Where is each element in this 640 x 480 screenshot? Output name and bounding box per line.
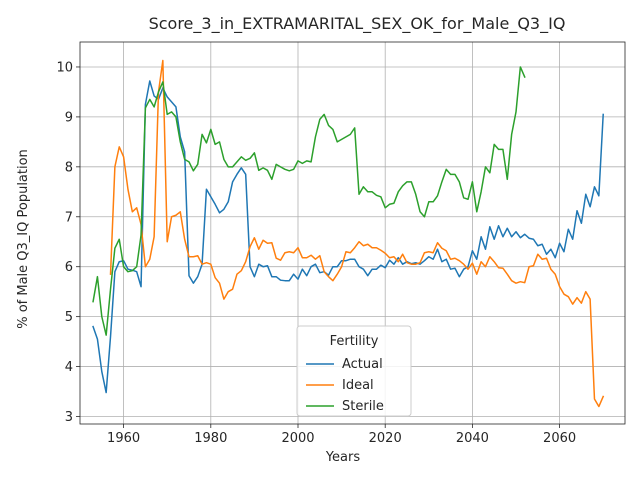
x-tick-label: 1980 (194, 431, 227, 446)
grid-layer (80, 42, 625, 424)
x-tick-label: 2060 (543, 431, 576, 446)
x-tick-label: 2020 (369, 431, 402, 446)
y-tick-label: 5 (65, 310, 73, 325)
y-axis-label: % of Male Q3_IQ Population (16, 149, 31, 329)
chart-title: Score_3_in_EXTRAMARITAL_SEX_OK_for_Male_… (149, 14, 566, 34)
y-tick-label: 8 (65, 160, 73, 175)
x-tick-label: 2040 (456, 431, 489, 446)
series-line-ideal (109, 59, 605, 408)
x-tick-label: 2000 (281, 431, 314, 446)
series-line-actual (92, 80, 604, 394)
legend: Fertility Actual Ideal Sterile (296, 325, 412, 417)
legend-label-actual: Actual (342, 357, 383, 372)
legend-box (296, 325, 412, 417)
y-tick-label: 6 (65, 260, 73, 275)
plot-area: 1960 1980 2000 2020 2040 2060 3 4 5 6 7 8 9 10 (56, 41, 626, 446)
series-line-sterile (92, 66, 526, 336)
legend-title: Fertility (330, 334, 379, 349)
legend-label-sterile: Sterile (342, 399, 384, 414)
y-tick-label: 9 (65, 110, 73, 125)
y-tick-label: 10 (56, 60, 73, 75)
plot-frame (79, 41, 626, 425)
x-axis-label: Years (325, 450, 361, 465)
y-tick-label: 3 (65, 410, 73, 425)
series-layer (92, 59, 605, 408)
y-tick-label: 4 (65, 360, 73, 375)
tick-layer: 1960 1980 2000 2020 2040 2060 3 4 5 6 7 8 9 10 (56, 60, 576, 446)
y-tick-label: 7 (65, 210, 73, 225)
x-tick-label: 1960 (107, 431, 140, 446)
legend-label-ideal: Ideal (342, 378, 374, 393)
